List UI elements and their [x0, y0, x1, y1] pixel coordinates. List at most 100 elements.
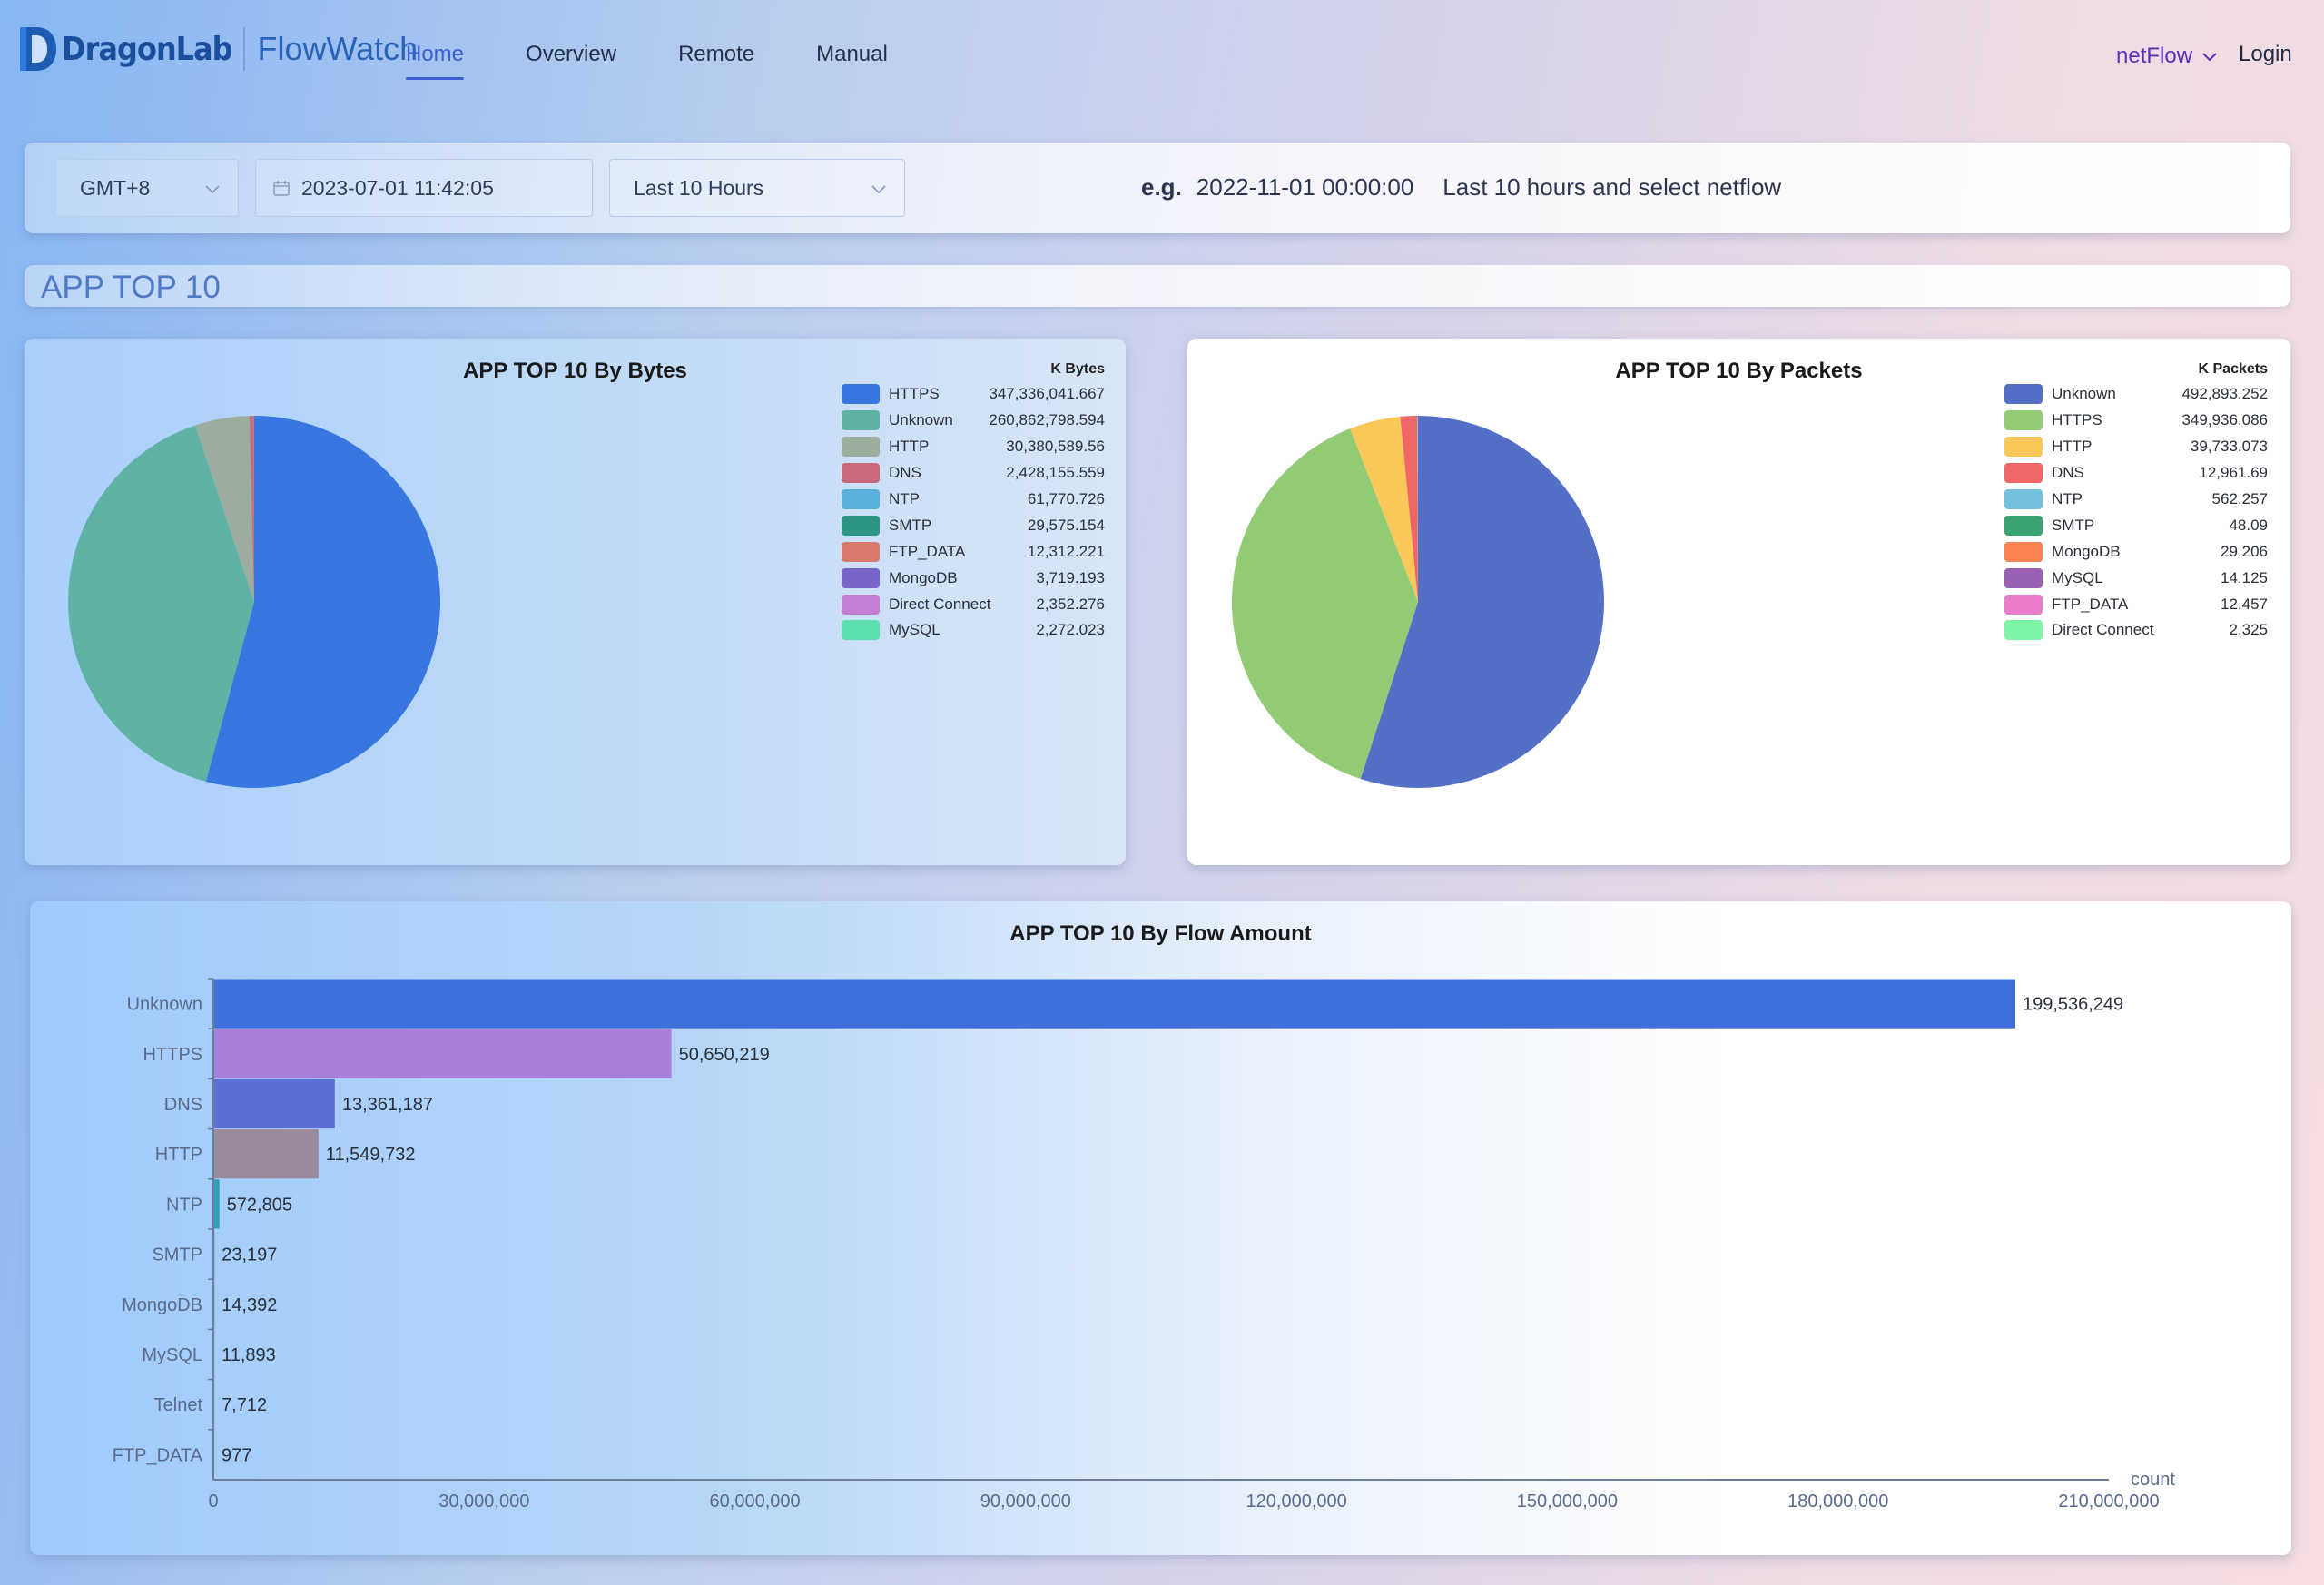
bytes-slice-dns[interactable]: [249, 416, 254, 602]
filter-hint: e.g. 2022-11-01 00:00:00 Last 10 hours and…: [1141, 173, 1781, 202]
flow-chart-title: APP TOP 10 By Flow Amount: [1009, 921, 1312, 946]
bytes-legend-name: MySQL: [889, 621, 940, 639]
filter-bar: GMT+8 2023-07-01 11:42:05 Last 10 Hours …: [25, 143, 2290, 233]
bytes-legend-item[interactable]: HTTPS 347,336,041.667: [842, 381, 1105, 408]
bytes-legend-swatch: [842, 594, 880, 615]
packets-legend-item[interactable]: SMTP 48.09: [2004, 512, 2268, 538]
logo-divider: [242, 27, 245, 71]
bar-https[interactable]: [214, 1029, 672, 1078]
packets-legend-item[interactable]: FTP_DATA 12.457: [2004, 591, 2268, 617]
x-tick-label: 150,000,000: [1517, 1491, 1618, 1511]
logo[interactable]: DragonLab FlowWatch: [20, 22, 418, 76]
packets-legend-value: 39,733.073: [2190, 438, 2268, 456]
bytes-legend-value: 61,770.726: [1027, 490, 1105, 507]
bar-value-label: 14,392: [222, 1295, 277, 1315]
bytes-legend-name: Unknown: [889, 411, 953, 429]
bytes-slice-http[interactable]: [195, 416, 254, 602]
packets-legend-item[interactable]: HTTPS 349,936.086: [2004, 408, 2268, 434]
bytes-legend-name: HTTPS: [889, 385, 940, 403]
bytes-legend-name: NTP: [889, 490, 920, 507]
nav-remote[interactable]: Remote: [678, 42, 755, 66]
time-range-select[interactable]: Last 10 Hours: [609, 159, 905, 217]
hint-text: Last 10 hours and select netflow: [1443, 173, 1782, 201]
section-header: APP TOP 10: [25, 265, 2290, 307]
bytes-legend-name: Direct Connect: [889, 595, 991, 613]
packets-legend-name: MySQL: [2052, 568, 2103, 586]
packets-slice-http[interactable]: [1350, 416, 1418, 602]
dragonlab-logo-icon: [20, 27, 56, 71]
nav-overview[interactable]: Overview: [526, 42, 617, 66]
bar-unknown[interactable]: [214, 979, 2015, 1029]
bytes-pie-card: APP TOP 10 By Bytes K Bytes HTTPS 347,336…: [25, 339, 1126, 865]
bytes-legend-item[interactable]: Unknown 260,862,798.594: [842, 408, 1105, 434]
calendar-icon: [273, 181, 290, 196]
packets-legend-swatch: [2004, 620, 2043, 641]
nav-manual[interactable]: Manual: [816, 42, 888, 66]
bar-value-label: 7,712: [222, 1395, 267, 1415]
packets-legend-item[interactable]: Unknown 492,893.252: [2004, 381, 2268, 408]
bar-ntp[interactable]: [214, 1179, 220, 1229]
packets-legend-item[interactable]: MySQL 14.125: [2004, 565, 2268, 591]
login-link[interactable]: Login: [2239, 42, 2292, 66]
bar-value-label: 13,361,187: [342, 1095, 433, 1115]
bar-dns[interactable]: [214, 1078, 335, 1129]
datetime-value: 2023-07-01 11:42:05: [301, 175, 494, 200]
packets-legend-item[interactable]: HTTP 39,733.073: [2004, 434, 2268, 460]
bar-value-label: 11,893: [222, 1345, 276, 1365]
bytes-legend-item[interactable]: HTTP 30,380,589.56: [842, 434, 1105, 460]
bar-value-label: 977: [222, 1445, 251, 1465]
bytes-legend-item[interactable]: DNS 2,428,155.559: [842, 460, 1105, 487]
bar-http[interactable]: [214, 1129, 319, 1179]
packets-legend-value: 349,936.086: [2181, 411, 2268, 429]
packets-legend-item[interactable]: MongoDB 29.206: [2004, 538, 2268, 565]
section-title: APP TOP 10: [41, 270, 221, 305]
bytes-legend-item[interactable]: MySQL 2,272.023: [842, 617, 1105, 644]
flow-bar-chart: Unknown 199,536,249 HTTPS 50,650,219 DNS 13,3…: [113, 978, 2175, 1511]
packets-legend-swatch: [2004, 410, 2043, 431]
packets-legend-name: DNS: [2052, 464, 2084, 482]
y-tick-label: HTTPS: [143, 1045, 202, 1065]
packets-slice-unknown[interactable]: [1360, 416, 1604, 788]
bytes-slice-https[interactable]: [205, 416, 440, 788]
bytes-legend-value: 2,272.023: [1036, 621, 1105, 639]
packets-legend-name: Direct Connect: [2052, 621, 2154, 639]
packets-legend-swatch: [2004, 541, 2043, 562]
bytes-legend-name: DNS: [889, 464, 921, 482]
flow-bar-card: APP TOP 10 By Flow Amount Unknown 199,536…: [30, 901, 2291, 1555]
packets-chart-title: APP TOP 10 By Packets: [1615, 359, 1863, 383]
packets-legend-unit: K Packets: [2198, 361, 2269, 377]
packets-legend-value: 12.457: [2221, 595, 2268, 613]
bytes-legend-name: SMTP: [889, 516, 932, 534]
y-tick-label: NTP: [166, 1195, 202, 1215]
hint-prefix: e.g.: [1141, 173, 1182, 201]
nav-home[interactable]: Home: [406, 42, 465, 80]
bytes-legend-value: 12,312.221: [1027, 542, 1105, 560]
bytes-legend-swatch: [842, 437, 880, 458]
packets-legend-item[interactable]: DNS 12,961.69: [2004, 460, 2268, 487]
packets-slice-https[interactable]: [1232, 428, 1418, 779]
bytes-legend-item[interactable]: NTP 61,770.726: [842, 487, 1105, 513]
packets-slice-dns[interactable]: [1400, 416, 1418, 602]
bytes-legend-swatch: [842, 463, 880, 484]
timezone-select[interactable]: GMT+8: [55, 159, 239, 217]
bytes-legend-item[interactable]: FTP_DATA 12,312.221: [842, 538, 1105, 565]
bytes-legend-item[interactable]: MongoDB 3,719.193: [842, 565, 1105, 591]
packets-legend-name: MongoDB: [2052, 542, 2121, 560]
chevron-down-icon: [872, 185, 886, 194]
bytes-legend: K Bytes HTTPS 347,336,041.667 Unknown 260,8…: [842, 361, 1105, 644]
y-tick-label: Telnet: [154, 1395, 203, 1415]
y-tick-label: HTTP: [155, 1145, 202, 1165]
bytes-legend-item[interactable]: SMTP 29,575.154: [842, 512, 1105, 538]
bytes-legend-item[interactable]: Direct Connect 2,352.276: [842, 591, 1105, 617]
chevron-down-icon: [2202, 53, 2217, 62]
datetime-picker[interactable]: 2023-07-01 11:42:05: [255, 159, 593, 217]
packets-legend-item[interactable]: Direct Connect 2.325: [2004, 617, 2268, 644]
packets-legend-item[interactable]: NTP 562.257: [2004, 487, 2268, 513]
packets-legend-name: SMTP: [2052, 516, 2095, 534]
bytes-legend-swatch: [842, 410, 880, 431]
bytes-slice-unknown[interactable]: [68, 425, 254, 782]
packets-legend-value: 562.257: [2211, 490, 2268, 507]
bytes-legend-swatch: [842, 515, 880, 536]
netflow-dropdown[interactable]: netFlow: [2116, 44, 2218, 69]
packets-legend-swatch: [2004, 515, 2043, 536]
